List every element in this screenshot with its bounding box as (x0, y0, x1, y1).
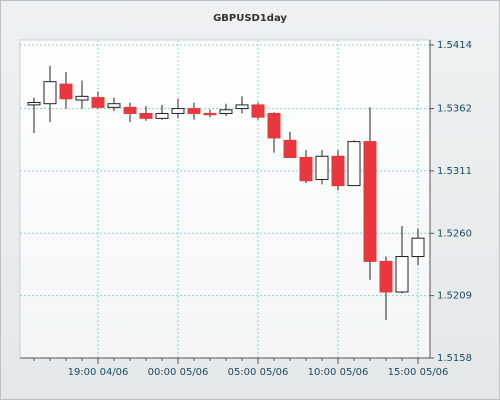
candle-body (347, 141, 361, 187)
candle-body (283, 139, 297, 158)
y-tick-label: 1.5158 (437, 353, 472, 364)
candle-body (43, 81, 57, 105)
y-tick-label: 1.5209 (437, 291, 472, 302)
candle-body (379, 260, 393, 293)
candle-body (203, 112, 217, 116)
candle-body (75, 95, 89, 101)
candle-body (411, 237, 425, 258)
candle-body (139, 112, 153, 119)
candle-body (315, 155, 329, 180)
chart-title: GBPUSD1day (213, 13, 287, 24)
y-tick-label: 1.5260 (437, 228, 472, 239)
candle-body (59, 83, 73, 100)
candle-body (251, 104, 265, 118)
plot-area (19, 39, 431, 359)
candle-body (107, 103, 121, 108)
y-tick-label: 1.5362 (437, 104, 472, 115)
candle-body (363, 141, 377, 262)
candle-body (91, 97, 105, 108)
x-tick-label: 19:00 04/06 (68, 367, 129, 378)
y-tick-label: 1.5311 (437, 166, 472, 177)
y-tick-label: 1.5414 (437, 40, 472, 51)
candle-body (331, 155, 345, 187)
x-tick-label: 05:00 05/06 (228, 367, 289, 378)
candle-body (155, 112, 169, 119)
candle-body (219, 109, 233, 114)
x-tick-label: 00:00 05/06 (148, 367, 209, 378)
candle-body (27, 101, 41, 106)
candle-body (267, 112, 281, 139)
x-tick-label: 10:00 05/06 (308, 367, 369, 378)
candle-body (123, 106, 137, 114)
candle-body (171, 108, 185, 114)
candle-body (299, 156, 313, 182)
candle-body (235, 104, 249, 110)
x-tick-label: 15:00 05/06 (388, 367, 449, 378)
candle-body (395, 256, 409, 293)
candle-body (187, 108, 201, 114)
